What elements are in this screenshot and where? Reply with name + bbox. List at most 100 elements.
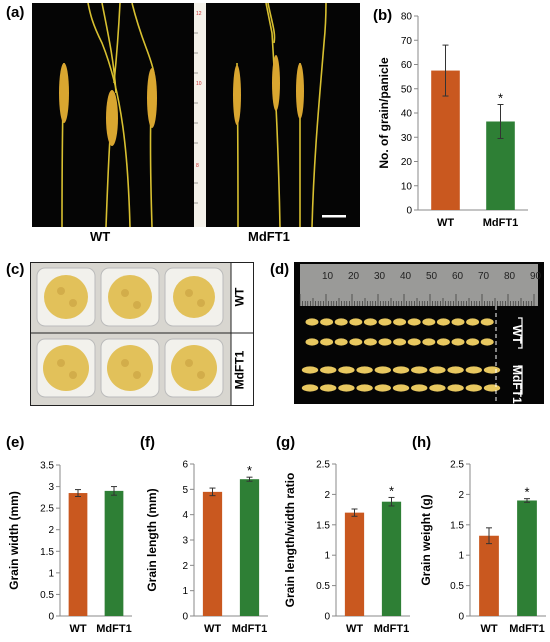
grain-kernel [392,366,410,374]
grain-kernel [363,338,377,346]
grain-kernel [320,338,334,346]
grain-kernel [301,384,319,392]
bar-mdft1 [239,479,260,616]
y-axis-label: Grain width (mm) [7,491,21,590]
grain-kernel [447,384,464,392]
ruler-tick-30: 30 [374,271,386,282]
significance-mark: * [389,483,394,498]
grain-kernel [483,366,501,374]
grain-kernel [349,338,363,346]
grain-tray-illustration [31,263,253,405]
y-tick-label: 0 [324,612,330,623]
category-label: WT [437,217,454,229]
grain-kernel [422,338,436,346]
ruler-tick-60: 60 [452,271,464,282]
ruler-tick-10: 10 [322,271,334,282]
y-tick-label: 0 [48,612,54,623]
grain-kernel [436,318,450,326]
grain-kernel [356,366,373,374]
grain-kernel [374,384,391,392]
grain-kernel [466,338,480,346]
y-axis-label: No. of grain/panicle [377,57,391,169]
grain-kernel [407,318,421,326]
scale-bar [322,215,346,218]
ruler-tick-20: 20 [348,271,360,282]
grain-kernel [392,384,410,392]
photo-a-label-mdft1: MdFT1 [248,229,290,244]
y-tick-label: 1.5 [450,520,464,531]
grain-kernel [334,318,348,326]
ruler-tick-70: 70 [478,271,490,282]
y-tick-label: 1 [458,551,464,562]
ruler-tick-50: 50 [426,271,438,282]
category-label: MdFT1 [374,623,409,635]
grain-kernel [451,338,465,346]
panel-label-g: (g) [276,434,296,451]
category-label: WT [480,623,497,635]
grain-kernel [429,384,446,392]
grain-ruler-photo: 10 20 30 40 50 60 70 80 90 [294,262,544,404]
y-tick-label: 3 [48,482,54,493]
chart-b-grain-per-panicle: 0 10 20 30 40 50 60 70 80 No. of grain/panicle WT *… [377,12,528,229]
y-tick-label: 2.5 [316,460,330,471]
chart-h-grain-weight: 0 0.5 1 1.5 2 2.5 Grain weight (g) WT * MdFT1 [419,460,546,635]
y-tick-label: 2 [48,525,54,536]
y-tick-label: 2 [324,490,330,501]
y-tick-label: 10 [401,181,413,192]
y-tick-label: 2.5 [40,504,54,515]
grain-kernel [407,338,421,346]
bar-wt [202,491,223,616]
y-tick-label: 0.5 [450,581,464,592]
grain-kernel [480,338,494,346]
bar-mdft1 [381,501,402,616]
grain-kernel [301,366,319,374]
y-tick-label: 2.5 [450,460,464,471]
y-tick-label: 6 [182,460,188,471]
grain-kernel [338,366,355,374]
y-tick-label: 30 [401,133,413,144]
grain-kernel [393,338,407,346]
grain-kernel [451,318,465,326]
category-label: MdFT1 [483,217,518,229]
photo-d-label-wt: WT [510,325,524,344]
y-tick-label: 1 [182,586,188,597]
y-axis-label: Grain length (mm) [145,488,159,591]
panel-label-d: (d) [270,261,290,278]
photo-d-label-mdft1: MdFT1 [510,365,524,404]
photo-a-label-wt: WT [90,229,111,244]
grain-kernel [320,318,334,326]
grain-kernel [356,384,373,392]
panicle-illustration: 12 10 8 [59,3,346,227]
photo-c-label-wt: WT [232,287,247,307]
y-tick-label: 2 [182,561,188,572]
y-axis-label: Grain length/width ratio [283,473,297,608]
y-tick-label: 0 [458,612,464,623]
significance-mark: * [247,463,252,478]
y-tick-label: 3.5 [40,461,54,472]
y-tick-label: 0 [182,612,188,623]
grain-kernel [305,318,319,326]
chart-g-length-width-ratio: 0 0.5 1 1.5 2 2.5 Grain length/width ratio WT * M… [283,460,410,635]
svg-text:12: 12 [196,11,202,17]
y-axis-label: Grain weight (g) [419,494,433,585]
grain-kernel [334,338,348,346]
grain-kernel [320,384,337,392]
category-label: MdFT1 [232,623,267,635]
grain-kernel [465,384,482,392]
panel-label-c: (c) [6,261,25,278]
grain-kernel [480,318,494,326]
y-tick-label: 5 [182,485,188,496]
y-tick-label: 2 [458,490,464,501]
y-tick-label: 0.5 [40,590,54,601]
grain-kernel [436,338,450,346]
grain-kernel [338,384,355,392]
y-tick-label: 0 [406,206,412,217]
y-tick-label: 1 [48,568,54,579]
y-tick-label: 50 [401,84,413,95]
grain-kernel [378,338,392,346]
grain-kernel [465,366,482,374]
grain-kernel [429,366,446,374]
grain-kernel [320,366,337,374]
ruler-tick-40: 40 [400,271,412,282]
y-tick-label: 3 [182,536,188,547]
